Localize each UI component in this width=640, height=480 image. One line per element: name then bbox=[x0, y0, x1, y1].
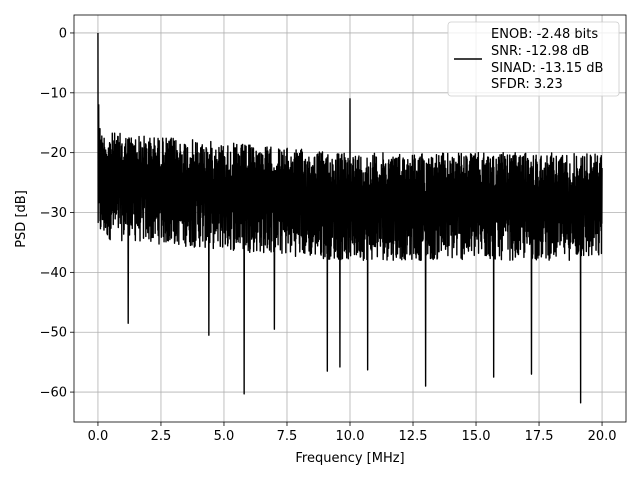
legend-sfdr: SFDR: 3.23 bbox=[491, 77, 563, 92]
x-tick-label: 7.5 bbox=[277, 429, 298, 444]
x-axis-label: Frequency [MHz] bbox=[295, 451, 404, 466]
y-tick-label: −30 bbox=[40, 206, 67, 221]
x-tick-label: 2.5 bbox=[151, 429, 172, 444]
legend-sinad: SINAD: -13.15 dB bbox=[491, 61, 603, 76]
legend-snr: SNR: -12.98 dB bbox=[491, 44, 589, 59]
x-tick-label: 17.5 bbox=[525, 429, 554, 444]
x-tick-label: 5.0 bbox=[214, 429, 235, 444]
y-tick-label: −10 bbox=[40, 86, 67, 101]
x-axis-ticks: 0.0 2.5 5.0 7.5 10.0 12.5 15.0 17.5 20.0 bbox=[88, 422, 617, 444]
legend-enob: ENOB: -2.48 bits bbox=[491, 27, 598, 42]
y-tick-label: −60 bbox=[40, 386, 67, 401]
x-tick-label: 20.0 bbox=[588, 429, 617, 444]
legend-box bbox=[447, 21, 620, 97]
x-tick-label: 15.0 bbox=[462, 429, 491, 444]
y-tick-label: −50 bbox=[40, 326, 67, 341]
legend: ENOB: -2.48 bits SNR: -12.98 dB SINAD: -… bbox=[447, 21, 620, 97]
series-layer bbox=[97, 32, 603, 404]
x-tick-label: 12.5 bbox=[399, 429, 428, 444]
y-tick-label: −40 bbox=[40, 266, 67, 281]
y-axis-ticks: 0 −10 −20 −30 −40 −50 −60 bbox=[40, 26, 74, 401]
x-tick-label: 10.0 bbox=[336, 429, 365, 444]
x-tick-label: 0.0 bbox=[88, 429, 109, 444]
y-tick-label: 0 bbox=[59, 26, 67, 41]
y-tick-label: −20 bbox=[40, 146, 67, 161]
y-axis-label: PSD [dB] bbox=[14, 190, 29, 248]
psd-series-line bbox=[97, 32, 603, 404]
